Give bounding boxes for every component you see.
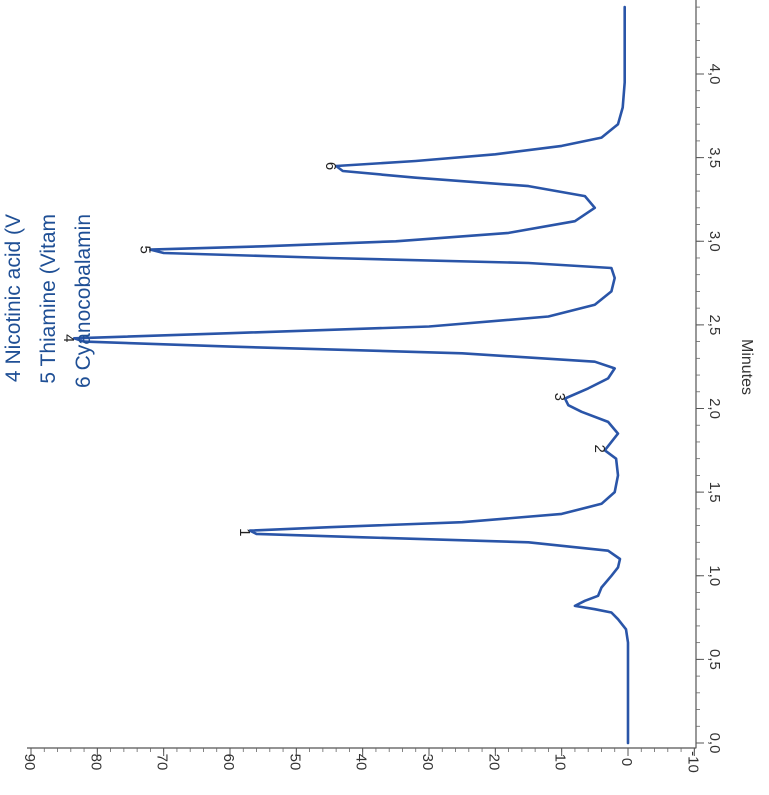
- x-tick-label: 0,5: [706, 649, 723, 670]
- y-tick-label: 70: [154, 754, 171, 771]
- plot-area: 0,0 0,5 1,0 1,5 2,0 2,5 3,0 3,5 4,0 -10 0 10 20 30 40 5…: [2, 0, 723, 773]
- chromatogram-line: [72, 5, 630, 745]
- x-tick-label: 4,0: [706, 64, 723, 85]
- peak-label-6: 6: [322, 162, 339, 170]
- peak-label-4: 4: [60, 334, 77, 342]
- x-axis-title: Minutes: [738, 339, 755, 395]
- x-tick-label: 3,5: [706, 147, 723, 168]
- peak-label-5: 5: [136, 245, 153, 253]
- y-tick-label: 20: [485, 754, 502, 771]
- y-tick-label: 30: [419, 754, 436, 771]
- x-tick-label: 2,5: [706, 314, 723, 335]
- y-tick-label: 40: [353, 754, 370, 771]
- peak-label-3: 3: [551, 393, 568, 401]
- peak-label-2: 2: [591, 444, 608, 452]
- y-tick-label: 60: [220, 754, 237, 771]
- y-tick-label: 0: [618, 758, 635, 766]
- x-tick-label: 2,0: [706, 398, 723, 419]
- x-tick-label: 0,0: [706, 733, 723, 754]
- y-tick-label: 50: [286, 754, 303, 771]
- x-tick-label: 3,0: [706, 231, 723, 252]
- y-tick-label: 80: [87, 754, 104, 771]
- peak-label-1: 1: [236, 528, 253, 536]
- legend-item-5: 5 Thiamine (Vitam: [37, 214, 60, 384]
- y-tick-label: 90: [21, 754, 38, 771]
- y-tick-label: 10: [552, 754, 569, 771]
- y-tick-label: -10: [684, 751, 701, 773]
- x-tick-label: 1,5: [706, 482, 723, 503]
- legend-item-6: 6 Cyanocobalamin: [72, 214, 95, 388]
- legend-item-4: 4 Nicotinic acid (V: [2, 214, 25, 382]
- x-tick-label: 1,0: [706, 565, 723, 586]
